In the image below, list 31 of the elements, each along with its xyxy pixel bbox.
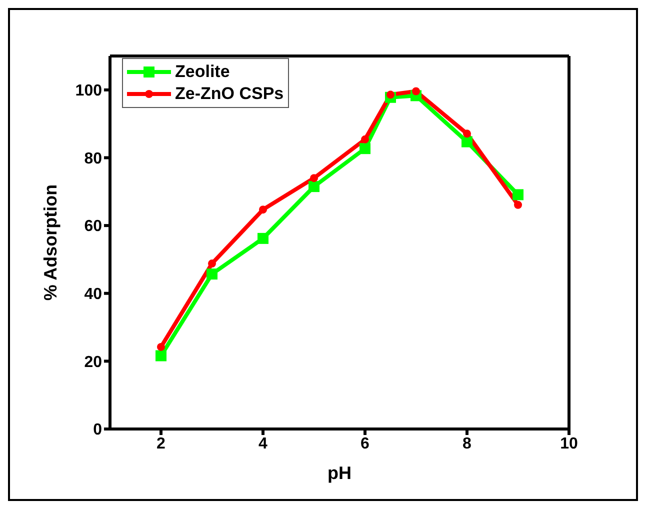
point: [208, 260, 216, 268]
point: [462, 136, 472, 148]
y-tick-label: 20: [84, 354, 102, 371]
x-tick-label: 8: [462, 435, 472, 452]
point: [206, 268, 218, 280]
y-tick-label: 60: [84, 218, 102, 236]
y-tick-label: 40: [84, 286, 102, 304]
point: [259, 206, 267, 214]
y-tick-label: 0: [93, 422, 102, 439]
point: [156, 350, 166, 362]
point: [512, 189, 524, 200]
x-axis-title: pH: [328, 463, 352, 483]
x-tick-label: 10: [560, 435, 578, 452]
x-tick-label: 4: [258, 435, 268, 452]
point: [157, 342, 165, 351]
legend-label: Zeolite: [175, 61, 230, 83]
point: [386, 90, 394, 99]
y-tick-label: 100: [75, 82, 102, 100]
legend-label: Ze-ZnO CSPs: [175, 83, 284, 105]
point: [360, 143, 370, 154]
x-tick-label: 6: [360, 435, 370, 452]
y-tick-label: 80: [84, 150, 102, 168]
point: [412, 87, 420, 96]
point: [463, 130, 471, 138]
point: [258, 232, 268, 244]
x-tick-label: 2: [156, 435, 166, 452]
point: [310, 174, 318, 182]
point: [308, 181, 320, 192]
point: [514, 200, 522, 209]
point: [361, 135, 369, 144]
y-axis-title: % Adsorption: [40, 184, 60, 301]
